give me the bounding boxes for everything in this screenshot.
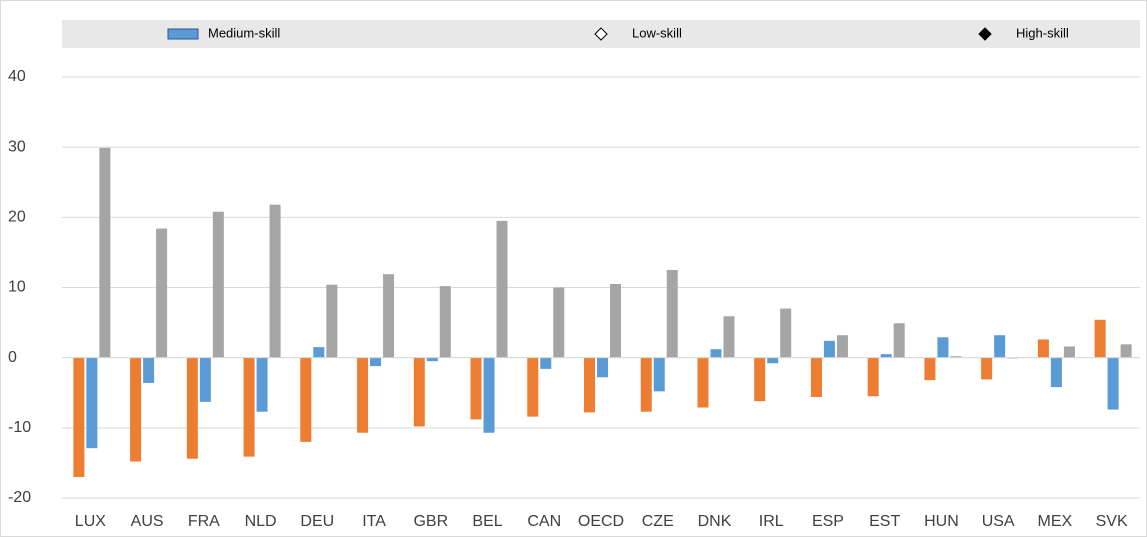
bar (370, 357, 382, 367)
bar (326, 284, 338, 358)
bar (653, 357, 665, 392)
legend-label: High-skill (1016, 25, 1069, 40)
x-tick-label: MEX (1038, 513, 1073, 530)
x-tick-label: LUX (75, 513, 106, 530)
x-tick-label: GBR (413, 513, 448, 530)
bar (1107, 357, 1119, 410)
bar (767, 357, 779, 364)
bar (697, 357, 709, 408)
bar (413, 357, 425, 427)
bar (243, 357, 255, 457)
bar (256, 357, 268, 412)
bar (1120, 344, 1132, 358)
bar (73, 357, 85, 477)
x-tick-label: EST (869, 513, 900, 530)
bar (597, 357, 608, 378)
y-tick-label: 10 (8, 279, 26, 296)
legend-label: Low-skill (632, 25, 682, 40)
x-tick-label: USA (982, 513, 1015, 530)
bar (540, 357, 552, 369)
bar (496, 220, 508, 358)
bar (610, 283, 621, 358)
bar (527, 357, 539, 417)
bar (780, 308, 792, 358)
bar (981, 357, 993, 380)
legend-marker (978, 27, 992, 41)
x-tick-label: NLD (245, 513, 277, 530)
x-tick-label: CAN (527, 513, 561, 530)
bar (483, 357, 495, 433)
y-tick-label: 20 (8, 209, 26, 226)
x-tick-label: DEU (300, 513, 334, 530)
bar (439, 286, 451, 358)
bar (937, 337, 949, 358)
x-tick-label: OECD (578, 513, 624, 530)
bar (723, 316, 735, 358)
bar (823, 340, 835, 358)
bar (584, 357, 595, 413)
x-tick-label: DNK (698, 513, 732, 530)
legend-label: Medium-skill (208, 25, 280, 40)
bar (893, 323, 905, 358)
y-tick-label: -10 (8, 419, 31, 436)
bar (994, 335, 1006, 358)
bar (199, 357, 211, 402)
x-tick-label: ESP (812, 513, 844, 530)
bar (383, 274, 395, 358)
x-tick-label: SVK (1096, 513, 1128, 530)
bar (313, 347, 325, 358)
bar (186, 357, 198, 459)
bar (1037, 339, 1049, 358)
x-tick-label: IRL (759, 513, 784, 530)
y-tick-label: 0 (8, 349, 17, 366)
y-tick-label: -20 (8, 489, 31, 506)
bar (1094, 319, 1106, 358)
y-tick-label: 40 (8, 68, 26, 85)
bar (754, 357, 766, 402)
bar (269, 204, 281, 358)
bar (640, 357, 652, 412)
x-tick-label: FRA (188, 513, 220, 530)
bar (880, 354, 892, 358)
bar (710, 349, 722, 358)
bar (156, 228, 168, 358)
x-tick-label: CZE (642, 513, 674, 530)
x-tick-label: AUS (131, 513, 164, 530)
bar (300, 357, 312, 442)
y-tick-label: 30 (8, 138, 26, 155)
bar (810, 357, 822, 397)
bar (950, 356, 962, 358)
bar (99, 147, 111, 358)
bar (836, 335, 848, 358)
bar (1063, 346, 1075, 358)
bar (130, 357, 142, 462)
x-tick-label: HUN (924, 513, 959, 530)
bar (553, 287, 565, 358)
x-tick-label: ITA (362, 513, 386, 530)
x-tick-label: BEL (472, 513, 502, 530)
legend-marker (167, 28, 199, 40)
bar (666, 269, 678, 358)
bar (86, 357, 98, 449)
bar (426, 357, 438, 362)
bar (1050, 357, 1062, 388)
bar (924, 357, 936, 381)
bar (867, 357, 879, 397)
bar (470, 357, 482, 420)
bar (212, 211, 224, 358)
bar (357, 357, 369, 433)
legend-marker (594, 27, 608, 41)
bar (143, 357, 155, 383)
